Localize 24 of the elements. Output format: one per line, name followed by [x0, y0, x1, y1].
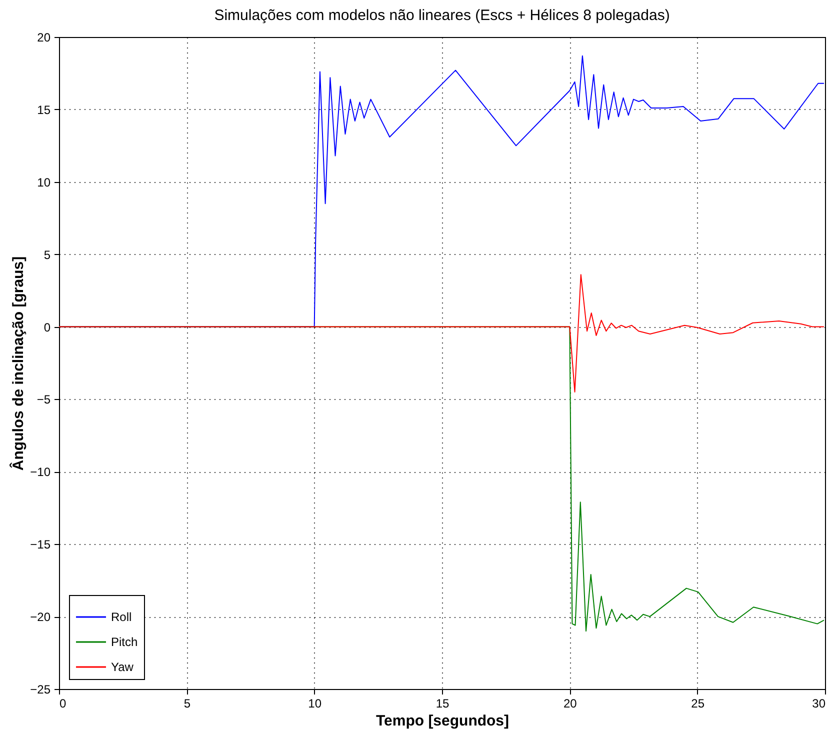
x-tick-label: 10: [308, 696, 322, 710]
y-tick-label: −15: [30, 538, 51, 552]
legend-label: Pitch: [111, 635, 138, 649]
y-tick-label: −20: [30, 610, 51, 624]
x-tick-label: 0: [60, 696, 66, 710]
x-tick-label: 20: [563, 696, 578, 710]
x-tick-label: 30: [812, 696, 826, 710]
y-tick-label: −25: [30, 682, 51, 696]
y-tick-label: 10: [37, 175, 51, 190]
x-axis-title: Tempo [segundos]: [376, 712, 510, 730]
legend-label: Roll: [111, 610, 132, 624]
y-tick-label: 0: [44, 320, 51, 334]
legend-label: Yaw: [111, 660, 134, 674]
y-tick-label: −5: [36, 392, 51, 407]
y-tick-label: 20: [37, 30, 51, 44]
x-tick-label: 15: [436, 696, 450, 710]
line-series: [59, 274, 824, 392]
y-tick-label: 5: [44, 248, 51, 262]
y-axis-title: Ângulos de inclinação [graus]: [9, 256, 28, 471]
y-tick-label: −10: [30, 465, 51, 480]
y-tick-label: 15: [37, 102, 51, 117]
x-tick-label: 25: [691, 696, 705, 710]
chart-title: Simulações com modelos não lineares (Escs + Hélices 8 polegadas): [214, 7, 670, 24]
x-tick-label: 5: [184, 696, 191, 710]
